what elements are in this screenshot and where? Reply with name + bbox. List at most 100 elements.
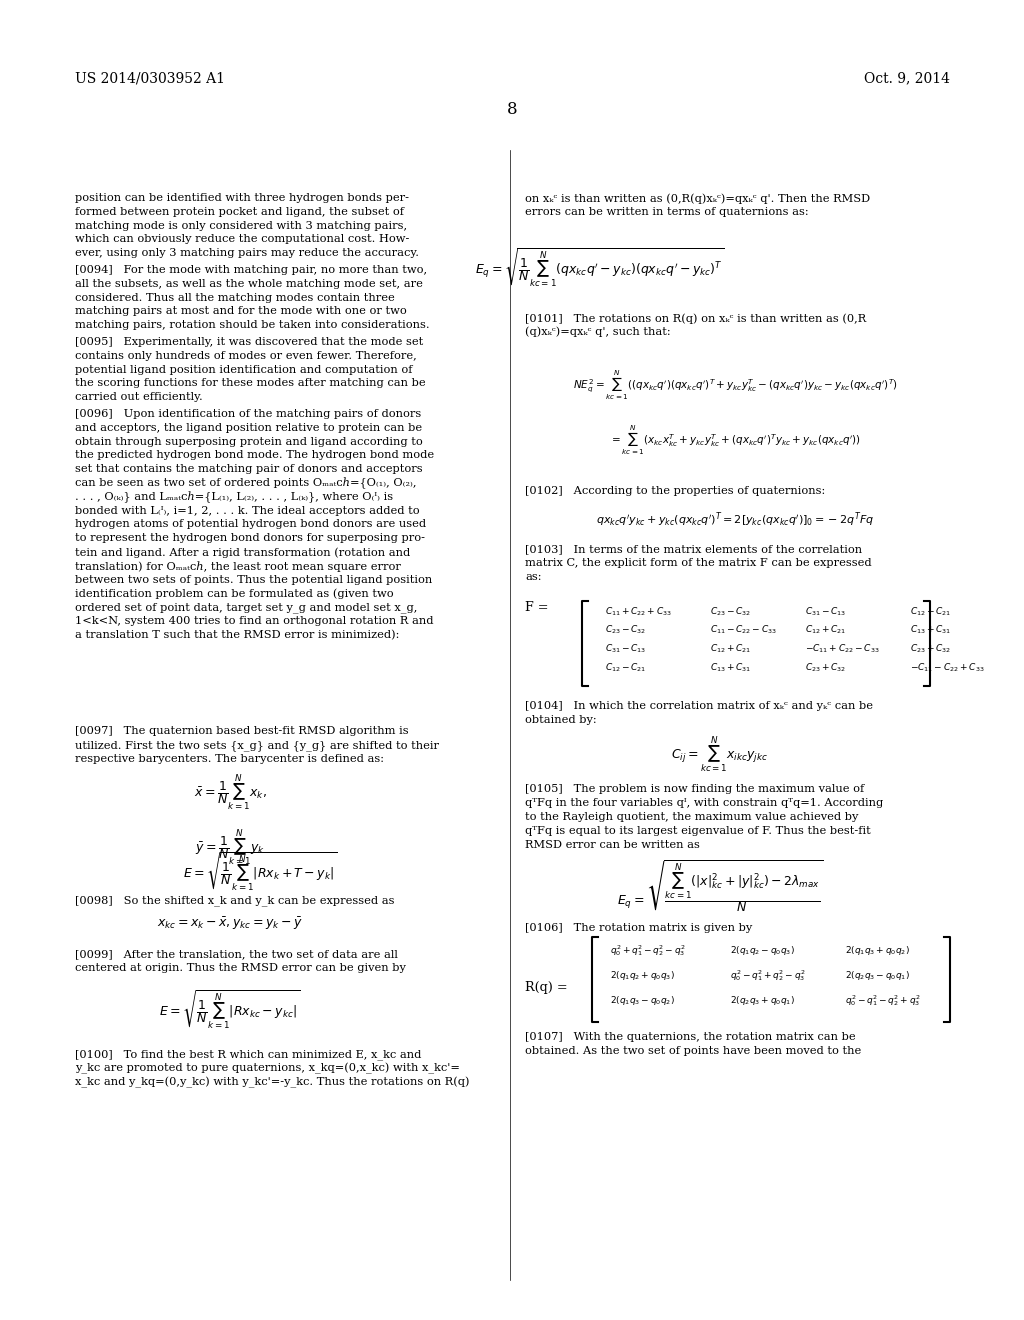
Text: [0098]   So the shifted x_k and y_k can be expressed as: [0098] So the shifted x_k and y_k can be… bbox=[75, 895, 394, 906]
Text: y_kc are promoted to pure quaternions, x_kq=(0,x_kc) with x_kc'=: y_kc are promoted to pure quaternions, x… bbox=[75, 1063, 460, 1074]
Text: tein and ligand. After a rigid transformation (rotation and: tein and ligand. After a rigid transform… bbox=[75, 546, 411, 557]
Text: [0103]   In terms of the matrix elements of the correlation: [0103] In terms of the matrix elements o… bbox=[525, 544, 862, 554]
Text: [0100]   To find the best R which can minimized E, x_kc and: [0100] To find the best R which can mini… bbox=[75, 1049, 421, 1060]
Text: $2(q_1q_3-q_0q_2)$: $2(q_1q_3-q_0q_2)$ bbox=[610, 994, 675, 1007]
Text: matching pairs, rotation should be taken into considerations.: matching pairs, rotation should be taken… bbox=[75, 321, 430, 330]
Text: to the Rayleigh quotient, the maximum value achieved by: to the Rayleigh quotient, the maximum va… bbox=[525, 812, 858, 822]
Text: $= \sum_{kc=1}^{N}(x_{kc}x^T_{kc} + y_{kc}y^T_{kc} + (qx_{kc}q^{\prime})^Ty_{kc}: $= \sum_{kc=1}^{N}(x_{kc}x^T_{kc} + y_{k… bbox=[609, 424, 861, 457]
Text: $C_{31}-C_{13}$: $C_{31}-C_{13}$ bbox=[805, 605, 847, 618]
Text: F =: F = bbox=[525, 601, 549, 614]
Text: $2(q_1q_2+q_0q_3)$: $2(q_1q_2+q_0q_3)$ bbox=[610, 969, 675, 982]
Text: RMSD error can be written as: RMSD error can be written as bbox=[525, 840, 699, 850]
Text: [0097]   The quaternion based best-fit RMSD algorithm is: [0097] The quaternion based best-fit RMS… bbox=[75, 726, 409, 737]
Text: $C_{23}-C_{32}$: $C_{23}-C_{32}$ bbox=[605, 624, 646, 636]
Text: $q_0^2-q_1^2+q_2^2-q_3^2$: $q_0^2-q_1^2+q_2^2-q_3^2$ bbox=[730, 969, 806, 983]
Text: (q)xₖᶜ)=qxₖᶜ q', such that:: (q)xₖᶜ)=qxₖᶜ q', such that: bbox=[525, 327, 671, 338]
Text: errors can be written in terms of quaternions as:: errors can be written in terms of quater… bbox=[525, 207, 809, 216]
Text: carried out efficiently.: carried out efficiently. bbox=[75, 392, 203, 403]
Text: $-C_{11}-C_{22}+C_{33}$: $-C_{11}-C_{22}+C_{33}$ bbox=[910, 661, 984, 675]
Text: $NE_q^2 = \sum_{kc=1}^{N}((qx_{kc}q^{\prime})(qx_{kc}q^{\prime})^T + y_{kc}y^T_{: $NE_q^2 = \sum_{kc=1}^{N}((qx_{kc}q^{\pr… bbox=[572, 370, 897, 403]
Text: . . . , O₍ₖ₎} and Lₘₐₜᴄℎ={L₍₁₎, L₍₂₎, . . . , L₍ₖ₎}, where O₍ᴵ₎ is: . . . , O₍ₖ₎} and Lₘₐₜᴄℎ={L₍₁₎, L₍₂₎, . … bbox=[75, 492, 393, 503]
Text: $\bar{x} = \dfrac{1}{N}\sum_{k=1}^{N}x_k,$: $\bar{x} = \dfrac{1}{N}\sum_{k=1}^{N}x_k… bbox=[194, 772, 266, 813]
Text: [0104]   In which the correlation matrix of xₖᶜ and yₖᶜ can be: [0104] In which the correlation matrix o… bbox=[525, 701, 873, 710]
Text: qᵀFq is equal to its largest eigenvalue of F. Thus the best-fit: qᵀFq is equal to its largest eigenvalue … bbox=[525, 826, 870, 836]
Text: $C_{31}-C_{13}$: $C_{31}-C_{13}$ bbox=[605, 643, 646, 655]
Text: $2(q_2q_3+q_0q_1)$: $2(q_2q_3+q_0q_1)$ bbox=[730, 994, 795, 1007]
Text: [0096]   Upon identification of the matching pairs of donors: [0096] Upon identification of the matchi… bbox=[75, 409, 421, 418]
Text: [0105]   The problem is now finding the maximum value of: [0105] The problem is now finding the ma… bbox=[525, 784, 864, 795]
Text: [0102]   According to the properties of quaternions:: [0102] According to the properties of qu… bbox=[525, 486, 825, 495]
Text: respective barycenters. The barycenter is defined as:: respective barycenters. The barycenter i… bbox=[75, 754, 384, 763]
Text: $\bar{y} = \dfrac{1}{N}\sum_{k=1}^{N}y_k$: $\bar{y} = \dfrac{1}{N}\sum_{k=1}^{N}y_k… bbox=[195, 828, 265, 869]
Text: hydrogen atoms of potential hydrogen bond donors are used: hydrogen atoms of potential hydrogen bon… bbox=[75, 519, 426, 529]
Text: $C_{13}+C_{31}$: $C_{13}+C_{31}$ bbox=[910, 624, 951, 636]
Text: $q_0^2-q_1^2-q_2^2+q_3^2$: $q_0^2-q_1^2-q_2^2+q_3^2$ bbox=[845, 994, 921, 1008]
Text: 1<k<N, system 400 tries to find an orthogonal rotation R and: 1<k<N, system 400 tries to find an ortho… bbox=[75, 616, 433, 626]
Text: all the subsets, as well as the whole matching mode set, are: all the subsets, as well as the whole ma… bbox=[75, 279, 423, 289]
Text: can be seen as two set of ordered points Oₘₐₜᴄℎ={O₍₁₎, O₍₂₎,: can be seen as two set of ordered points… bbox=[75, 478, 417, 490]
Text: matrix C, the explicit form of the matrix F can be expressed: matrix C, the explicit form of the matri… bbox=[525, 558, 871, 568]
Text: translation) for Oₘₐₜᴄℎ, the least root mean square error: translation) for Oₘₐₜᴄℎ, the least root … bbox=[75, 561, 400, 572]
Text: between two sets of points. Thus the potential ligand position: between two sets of points. Thus the pot… bbox=[75, 574, 432, 585]
Text: $-C_{11}+C_{22}-C_{33}$: $-C_{11}+C_{22}-C_{33}$ bbox=[805, 643, 880, 655]
Text: [0094]   For the mode with matching pair, no more than two,: [0094] For the mode with matching pair, … bbox=[75, 265, 427, 275]
Text: position can be identified with three hydrogen bonds per-: position can be identified with three hy… bbox=[75, 193, 409, 203]
Text: $2(q_2q_3-q_0q_1)$: $2(q_2q_3-q_0q_1)$ bbox=[845, 969, 910, 982]
Text: [0101]   The rotations on R(q) on xₖᶜ is than written as (0,R: [0101] The rotations on R(q) on xₖᶜ is t… bbox=[525, 313, 866, 323]
Text: a translation T such that the RMSD error is minimized):: a translation T such that the RMSD error… bbox=[75, 630, 399, 640]
Text: $C_{11}+C_{22}+C_{33}$: $C_{11}+C_{22}+C_{33}$ bbox=[605, 605, 672, 618]
Text: $C_{12}+C_{21}$: $C_{12}+C_{21}$ bbox=[805, 624, 847, 636]
Text: $C_{23}+C_{32}$: $C_{23}+C_{32}$ bbox=[805, 661, 846, 675]
Text: $2(q_1q_3+q_0q_2)$: $2(q_1q_3+q_0q_2)$ bbox=[845, 944, 910, 957]
Text: contains only hundreds of modes or even fewer. Therefore,: contains only hundreds of modes or even … bbox=[75, 351, 417, 360]
Text: on xₖᶜ is than written as (0,R(q)xₖᶜ)=qxₖᶜ q'. Then the RMSD: on xₖᶜ is than written as (0,R(q)xₖᶜ)=qx… bbox=[525, 193, 870, 203]
Text: which can obviously reduce the computational cost. How-: which can obviously reduce the computati… bbox=[75, 235, 410, 244]
Text: matching pairs at most and for the mode with one or two: matching pairs at most and for the mode … bbox=[75, 306, 407, 317]
Text: bonded with L₍ᴵ₎, i=1, 2, . . . k. The ideal acceptors added to: bonded with L₍ᴵ₎, i=1, 2, . . . k. The i… bbox=[75, 506, 420, 516]
Text: $2(q_1q_2-q_0q_3)$: $2(q_1q_2-q_0q_3)$ bbox=[730, 944, 795, 957]
Text: $E_q = \sqrt{\dfrac{1}{N}\sum_{kc=1}^{N}(qx_{kc}q^{\prime}-y_{kc})(qx_{kc}q^{\pr: $E_q = \sqrt{\dfrac{1}{N}\sum_{kc=1}^{N}… bbox=[475, 247, 725, 289]
Text: [0095]   Experimentally, it was discovered that the mode set: [0095] Experimentally, it was discovered… bbox=[75, 337, 423, 347]
Text: $C_{ij} = \sum_{kc=1}^{N} x_{ikc} y_{jkc}$: $C_{ij} = \sum_{kc=1}^{N} x_{ikc} y_{jkc… bbox=[672, 734, 769, 775]
Text: $E_q = \sqrt{\dfrac{\sum_{kc=1}^{N}(|x|^2_{kc}+|y|^2_{kc})-2\lambda_{max}}{N}}$: $E_q = \sqrt{\dfrac{\sum_{kc=1}^{N}(|x|^… bbox=[616, 858, 823, 915]
Text: centered at origin. Thus the RMSD error can be given by: centered at origin. Thus the RMSD error … bbox=[75, 962, 406, 973]
Text: identification problem can be formulated as (given two: identification problem can be formulated… bbox=[75, 589, 393, 599]
Text: Oct. 9, 2014: Oct. 9, 2014 bbox=[864, 71, 950, 84]
Text: $qx_{kc}q^{\prime}y_{kc}+y_{kc}(qx_{kc}q^{\prime})^T=2[y_{kc}(qx_{kc}q^{\prime}): $qx_{kc}q^{\prime}y_{kc}+y_{kc}(qx_{kc}q… bbox=[596, 510, 874, 529]
Text: $C_{11}-C_{22}-C_{33}$: $C_{11}-C_{22}-C_{33}$ bbox=[710, 624, 777, 636]
Text: [0099]   After the translation, the two set of data are all: [0099] After the translation, the two se… bbox=[75, 949, 398, 958]
Text: to represent the hydrogen bond donors for superposing pro-: to represent the hydrogen bond donors fo… bbox=[75, 533, 425, 544]
Text: [0106]   The rotation matrix is given by: [0106] The rotation matrix is given by bbox=[525, 924, 753, 933]
Text: 8: 8 bbox=[507, 102, 517, 119]
Text: $C_{12}-C_{21}$: $C_{12}-C_{21}$ bbox=[605, 661, 646, 675]
Text: $C_{23}+C_{32}$: $C_{23}+C_{32}$ bbox=[910, 643, 951, 655]
Text: and acceptors, the ligand position relative to protein can be: and acceptors, the ligand position relat… bbox=[75, 422, 422, 433]
Text: obtained. As the two set of points have been moved to the: obtained. As the two set of points have … bbox=[525, 1045, 861, 1056]
Text: the scoring functions for these modes after matching can be: the scoring functions for these modes af… bbox=[75, 379, 426, 388]
Text: $q_0^2+q_1^2-q_2^2-q_3^2$: $q_0^2+q_1^2-q_2^2-q_3^2$ bbox=[610, 944, 686, 958]
Text: obtain through superposing protein and ligand according to: obtain through superposing protein and l… bbox=[75, 437, 423, 446]
Text: formed between protein pocket and ligand, the subset of: formed between protein pocket and ligand… bbox=[75, 207, 404, 216]
Text: $x_{kc}=x_k-\bar{x}, y_{kc}=y_k-\bar{y}$: $x_{kc}=x_k-\bar{x}, y_{kc}=y_k-\bar{y}$ bbox=[157, 916, 303, 932]
Text: R(q) =: R(q) = bbox=[525, 981, 567, 994]
Text: the predicted hydrogen bond mode. The hydrogen bond mode: the predicted hydrogen bond mode. The hy… bbox=[75, 450, 434, 461]
Text: ordered set of point data, target set y_g and model set x_g,: ordered set of point data, target set y_… bbox=[75, 602, 418, 612]
Text: utilized. First the two sets {x_g} and {y_g} are shifted to their: utilized. First the two sets {x_g} and {… bbox=[75, 739, 439, 751]
Text: potential ligand position identification and computation of: potential ligand position identification… bbox=[75, 364, 413, 375]
Text: $C_{13}+C_{31}$: $C_{13}+C_{31}$ bbox=[710, 661, 752, 675]
Text: matching mode is only considered with 3 matching pairs,: matching mode is only considered with 3 … bbox=[75, 220, 408, 231]
Text: $E = \sqrt{\dfrac{1}{N}\sum_{k=1}^{N}|Rx_{kc}-y_{kc}|}$: $E = \sqrt{\dfrac{1}{N}\sum_{k=1}^{N}|Rx… bbox=[160, 987, 301, 1031]
Text: $C_{12}+C_{21}$: $C_{12}+C_{21}$ bbox=[710, 643, 752, 655]
Text: US 2014/0303952 A1: US 2014/0303952 A1 bbox=[75, 71, 225, 84]
Text: x_kc and y_kq=(0,y_kc) with y_kc'=-y_kc. Thus the rotations on R(q): x_kc and y_kq=(0,y_kc) with y_kc'=-y_kc.… bbox=[75, 1077, 469, 1088]
Text: $C_{12}-C_{21}$: $C_{12}-C_{21}$ bbox=[910, 605, 951, 618]
Text: set that contains the matching pair of donors and acceptors: set that contains the matching pair of d… bbox=[75, 465, 423, 474]
Text: ever, using only 3 matching pairs may reduce the accuracy.: ever, using only 3 matching pairs may re… bbox=[75, 248, 419, 259]
Text: obtained by:: obtained by: bbox=[525, 714, 597, 725]
Text: qᵀFq in the four variables qᴵ, with constrain qᵀq=1. According: qᵀFq in the four variables qᴵ, with cons… bbox=[525, 799, 884, 808]
Text: [0107]   With the quaternions, the rotation matrix can be: [0107] With the quaternions, the rotatio… bbox=[525, 1032, 856, 1043]
Text: $C_{23}-C_{32}$: $C_{23}-C_{32}$ bbox=[710, 605, 752, 618]
Text: $E = \sqrt{\dfrac{1}{N}\sum_{k=1}^{N}|Rx_k + T - y_k|}$: $E = \sqrt{\dfrac{1}{N}\sum_{k=1}^{N}|Rx… bbox=[182, 850, 337, 894]
Text: considered. Thus all the matching modes contain three: considered. Thus all the matching modes … bbox=[75, 293, 394, 302]
Text: as:: as: bbox=[525, 572, 542, 582]
